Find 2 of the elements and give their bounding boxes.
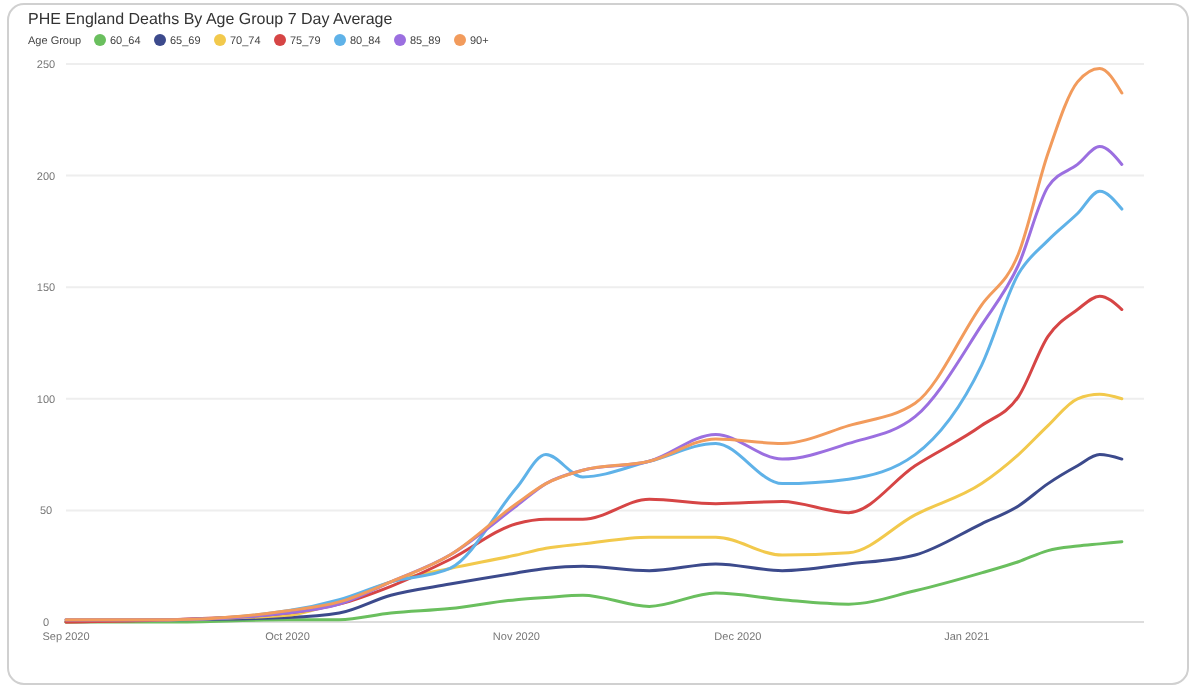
line-series [64,540,1124,624]
chart-title: PHE England Deaths By Age Group 7 Day Average [28,10,394,28]
